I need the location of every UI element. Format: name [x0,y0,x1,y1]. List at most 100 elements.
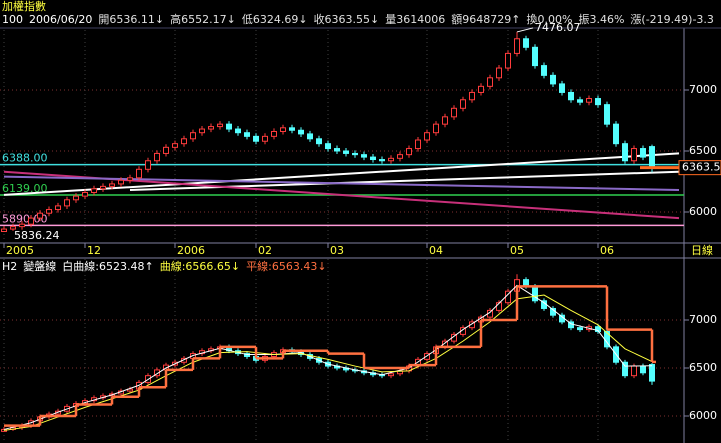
candle-body [325,143,331,150]
candle-body [559,83,565,93]
candle-body [397,154,403,159]
candle-body [478,85,484,93]
candle-body [136,168,142,179]
candle-body [433,123,439,134]
x-tick-label: 06 [600,244,614,257]
candle-body [190,132,196,140]
window-title: 加權指數 [2,0,46,13]
pane-label: H2 [2,260,17,273]
level-label: 6388.00 [2,152,48,165]
info-item: 低6324.69↓ [242,13,308,26]
info-item: 100 [2,13,23,26]
low-annotation: 5836.24 [14,229,60,242]
candle-body [469,91,475,101]
info-item: 高6552.17↓ [170,12,236,26]
candle-body [451,107,457,118]
candle-body [496,67,502,79]
candle-body [253,135,259,142]
x-tick-label: 12 [87,244,101,257]
candle-body [199,128,205,134]
candle-body [370,156,376,161]
candle-body [388,157,394,162]
high-annotation: 7476.07 [535,21,581,34]
trend-line [3,175,680,192]
candle-body [64,199,70,207]
candle-body [154,369,160,377]
candle-body [118,179,124,185]
x-tick-label: 05 [510,244,524,257]
candle-body [514,38,520,54]
candle-body [595,98,601,106]
candle-body [595,326,601,333]
candle-body [487,77,493,87]
level-label: 5890.00 [2,212,48,225]
candle-body [172,143,178,148]
candle-body [262,135,268,142]
last-price-tag: 6363.5 [682,161,721,174]
candle-body [244,132,250,137]
candle-body [1,228,7,233]
candle-body [46,209,52,214]
candle-body [631,365,637,377]
candle-body [19,223,25,228]
indicator-line [3,284,653,430]
info-item: 振3.46% [578,12,624,26]
candle-body [307,133,313,140]
candle-body [577,99,583,103]
x-tick-label: 04 [429,244,443,257]
info-item: 開6536.11↓ [98,13,164,26]
y-tick-label: 7000 [689,313,717,326]
info-item: 額9648729↑ [451,13,520,26]
candle-body [388,373,394,377]
annotation-leader [516,27,534,33]
candle-body [91,188,97,193]
candle-body [226,123,232,130]
candle-body [55,205,61,211]
candle-body [469,321,475,329]
candle-body [181,138,187,145]
candle-body [586,98,592,103]
candle-body [10,226,16,230]
candle-body [406,148,412,156]
candle-body [100,185,106,190]
candle-body [505,52,511,69]
y-tick-label: 6500 [689,361,717,374]
candle-body [622,143,628,162]
x-axis-label: 日線 [691,243,713,257]
candle-body [379,159,385,162]
y-tick-label: 6000 [689,205,717,218]
candle-body [154,152,160,162]
candle-body [613,123,619,145]
x-tick-label: 03 [330,244,344,257]
candle-body [109,183,115,187]
candle-body [550,74,556,85]
y-tick-label: 6000 [689,409,717,422]
x-tick-label: 2005 [6,244,34,257]
candle-body [208,126,214,130]
legend-entry: 平線:6563.43↓ [246,259,326,273]
pane-label: 變盤線 [23,259,56,273]
info-item: 量3614006 [385,13,445,26]
candle-body [460,99,466,109]
candle-body [541,65,547,76]
candle-body [622,361,628,377]
candle-body [424,132,430,141]
candle-body [82,191,88,197]
candle-body [577,327,583,331]
candle-body [604,104,610,125]
candle-body [127,177,133,181]
y-tick-label: 6500 [689,144,717,157]
candle-body [631,148,637,162]
candle-body [28,217,34,225]
candle-body [289,127,295,131]
candle-body [235,128,241,134]
candle-body [568,91,574,101]
candle-body [532,46,538,67]
y-tick-label: 7000 [689,83,717,96]
candle-body [217,123,223,128]
candle-body [316,138,322,145]
candle-body [271,130,277,137]
candle-body [280,127,286,132]
